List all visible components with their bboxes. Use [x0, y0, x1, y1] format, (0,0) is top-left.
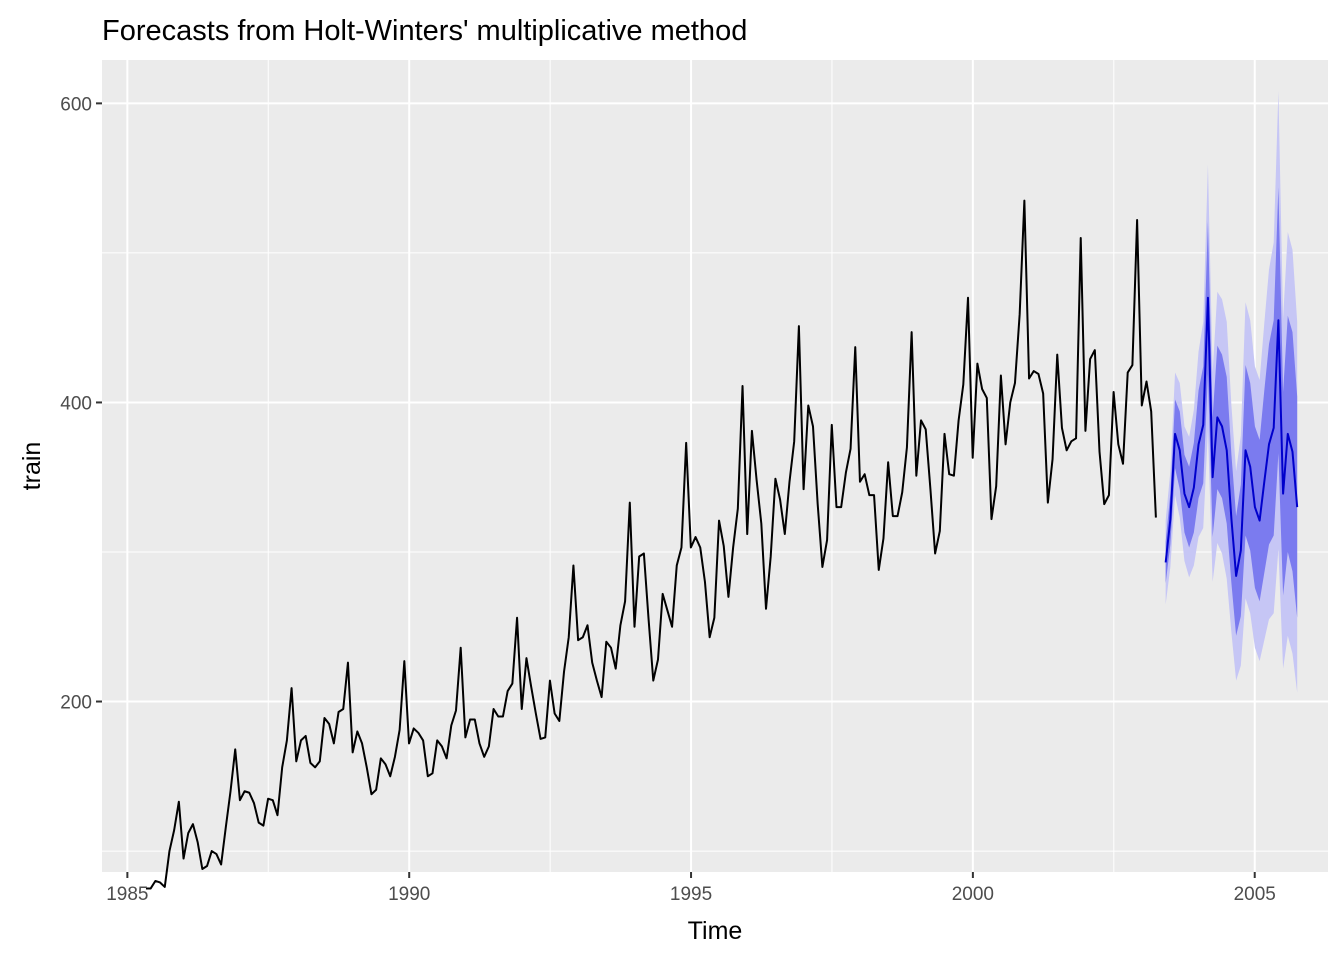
interval-80-band — [1165, 187, 1298, 636]
y-tick-label: 200 — [60, 693, 92, 714]
forecast-mean-line — [1164, 296, 1299, 577]
y-tick-label: 600 — [60, 94, 92, 115]
major-gridlines — [102, 60, 1328, 872]
x-tick-label: 2000 — [952, 884, 994, 905]
x-tick-label: 1995 — [670, 884, 712, 905]
y-tick-label: 400 — [60, 393, 92, 414]
chart-title: Forecasts from Holt-Winters' multiplicat… — [102, 15, 747, 47]
tick-labels: 1985 1990 1995 2000 2005 200 400 600 — [60, 94, 1276, 905]
axis-ticks — [96, 102, 1256, 878]
prediction-interval-80 — [1165, 187, 1298, 636]
minor-gridlines — [102, 60, 1328, 872]
x-tick-label: 2005 — [1234, 884, 1276, 905]
y-axis-label: train — [18, 442, 46, 491]
x-tick-label: 1985 — [106, 884, 148, 905]
x-tick-label: 1990 — [388, 884, 430, 905]
observed-series-line — [145, 199, 1157, 890]
series-group — [145, 199, 1299, 890]
x-axis-label: Time — [688, 917, 743, 945]
